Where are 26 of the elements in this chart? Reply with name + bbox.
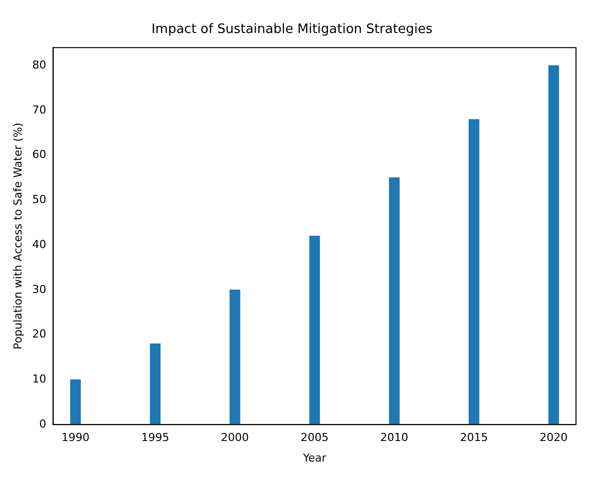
y-tick-label: 0 <box>39 417 46 430</box>
y-tick-label: 50 <box>32 193 46 206</box>
x-tick-label: 1995 <box>141 431 170 444</box>
x-tick-label: 2020 <box>540 431 568 444</box>
bar <box>388 177 400 425</box>
x-tick-label: 2005 <box>300 431 329 444</box>
y-tick-label: 80 <box>32 58 46 72</box>
x-axis-title: Year <box>302 451 327 464</box>
y-tick-label: 10 <box>32 372 46 386</box>
x-tick-label: 1990 <box>62 431 90 444</box>
y-tick-label: 40 <box>32 238 46 251</box>
x-tick-label: 2015 <box>460 431 488 444</box>
y-tick-label: 30 <box>32 282 46 296</box>
bar <box>230 290 240 425</box>
x-tick-label: 2000 <box>220 431 249 444</box>
y-axis-title: Population with Access to Safe Water (%) <box>11 122 24 350</box>
y-tick-label: 60 <box>32 148 46 162</box>
y-tick-label: 70 <box>32 103 46 116</box>
y-tick-label: 20 <box>32 328 46 341</box>
bar <box>548 65 560 425</box>
x-tick-label: 2010 <box>380 431 408 444</box>
bar <box>309 236 320 425</box>
bar <box>468 119 480 425</box>
chart-title: Impact of Sustainable Mitigation Strategies <box>151 22 433 38</box>
bar <box>150 343 161 425</box>
bar <box>70 379 81 425</box>
